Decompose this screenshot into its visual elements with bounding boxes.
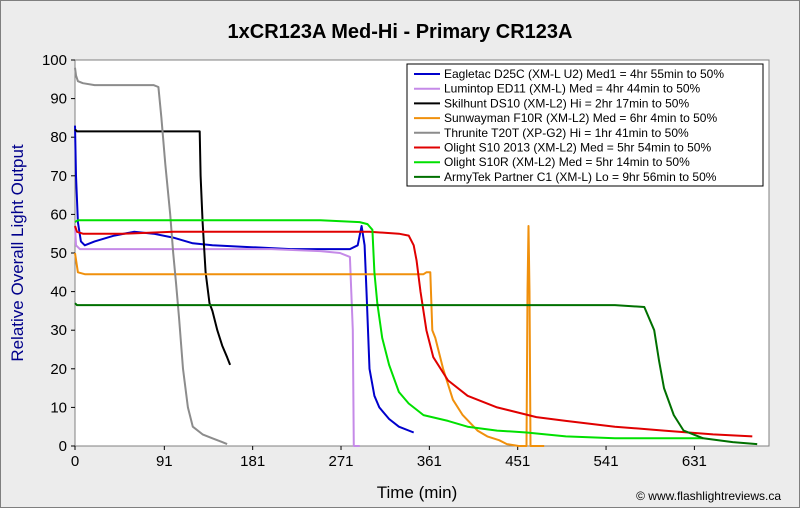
series-line-3 — [74, 225, 545, 447]
series-group — [74, 67, 758, 447]
legend-label: ArmyTek Partner C1 (XM-L) Lo = 9hr 56min… — [444, 170, 717, 184]
series-line-5 — [74, 225, 753, 438]
y-tick-label: 10 — [50, 399, 67, 416]
legend-label: Thrunite T20T (XP-G2) Hi = 1hr 41min to … — [444, 126, 689, 140]
legend-label: Olight S10R (XM-L2) Med = 5hr 14min to 5… — [444, 155, 690, 169]
legend-box — [406, 63, 764, 187]
x-tick-label: 451 — [505, 453, 530, 470]
x-tick-label: 631 — [682, 453, 707, 470]
y-axis-label: Relative Overall Light Output — [8, 144, 27, 362]
x-tick-label: 0 — [71, 453, 79, 470]
x-tick-label: 91 — [156, 453, 173, 470]
y-tick-label: 100 — [42, 52, 67, 69]
legend: Eagletac D25C (XM-L U2) Med1 = 4hr 55min… — [406, 63, 764, 187]
series-line-2 — [74, 128, 232, 366]
legend-label: Skilhunt DS10 (XM-L2) Hi = 2hr 17min to … — [444, 96, 689, 110]
y-tick-label: 30 — [50, 322, 67, 339]
series-line-7 — [74, 302, 758, 446]
x-tick-label: 271 — [329, 453, 354, 470]
x-tick-label: 541 — [594, 453, 619, 470]
x-tick-label: 181 — [240, 453, 265, 470]
series-line-1 — [74, 225, 360, 447]
y-tick-label: 20 — [50, 361, 67, 378]
y-tick-label: 80 — [50, 129, 67, 146]
y-tick-label: 0 — [59, 438, 67, 455]
series-line-6 — [74, 219, 704, 440]
y-tick-label: 70 — [50, 168, 67, 185]
x-tick-label: 361 — [417, 453, 442, 470]
y-tick-label: 60 — [50, 206, 67, 223]
x-axis-label: Time (min) — [377, 483, 458, 502]
series-line-4 — [74, 67, 228, 446]
y-tick-label: 50 — [50, 245, 67, 262]
axes-group: 0 10 20 30 40 50 60 70 80 90 100 0 91 181 271 361 451 541… — [42, 52, 707, 470]
legend-label: Sunwayman F10R (XM-L2) Med = 6hr 4min to… — [444, 111, 717, 125]
legend-label: Eagletac D25C (XM-L U2) Med1 = 4hr 55min… — [444, 67, 724, 81]
legend-label: Olight S10 2013 (XM-L2) Med = 5hr 54min … — [444, 141, 711, 155]
y-tick-label: 90 — [50, 91, 67, 108]
legend-label: Lumintop ED11 (XM-L) Med = 4hr 44min to … — [444, 82, 701, 96]
y-tick-label: 40 — [50, 284, 67, 301]
credit-text: © www.flashlightreviews.ca — [636, 489, 781, 503]
chart-title: 1xCR123A Med-Hi - Primary CR123A — [228, 21, 573, 43]
